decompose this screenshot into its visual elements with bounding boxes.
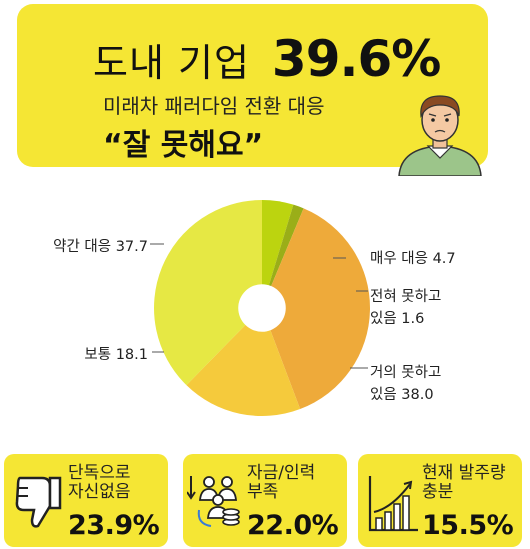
slice-label: 거의 못하고: [370, 364, 441, 381]
pie-slice: [262, 204, 304, 308]
pie-slice: [262, 200, 294, 308]
slice-label: 약간 대응 37.7: [53, 238, 148, 255]
headline-banner: 도내 기업 39.6% 미래차 패러다임 전환 대응 “잘 못해요”: [17, 4, 488, 176]
card-value: 22.0%: [247, 510, 339, 541]
money-people-icon: [187, 476, 240, 527]
card-lack-confidence: 단독으로 자신없음 23.9%: [4, 454, 168, 547]
banner-subtitle: 미래차 패러다임 전환 대응: [103, 94, 325, 118]
slice-label: 매우 대응 4.7: [370, 250, 456, 267]
slice-label: 전혀 못하고: [370, 288, 441, 305]
card-lack-funds: 자금/인력 부족 22.0%: [183, 454, 347, 547]
card-label: 자금/인력 부족: [247, 463, 316, 502]
slice-label: 보통 18.1: [84, 347, 148, 363]
headline-label: 도내 기업: [93, 41, 250, 85]
pie-slice: [154, 200, 262, 386]
headline-value: 39.6%: [271, 30, 441, 88]
slice-label: 있음 1.6: [370, 310, 424, 327]
pie-center-hole: [238, 284, 286, 332]
thumbs-down-icon: [15, 476, 62, 528]
card-value: 15.5%: [422, 510, 514, 541]
pie-slice: [186, 308, 301, 416]
worried-person-icon: [398, 95, 482, 176]
card-value: 23.9%: [68, 510, 160, 541]
card-label: 현재 발주량 충분: [422, 463, 506, 502]
card-enough-orders: 현재 발주량 충분 15.5%: [358, 454, 522, 547]
slice-label: 있음 38.0: [370, 386, 434, 403]
banner-quote: “잘 못해요”: [103, 128, 264, 163]
pie-slice: [262, 208, 371, 410]
headline: 도내 기업 39.6%: [93, 30, 441, 88]
card-label: 단독으로 자신없음: [68, 463, 131, 502]
growth-chart-icon: [368, 476, 418, 532]
